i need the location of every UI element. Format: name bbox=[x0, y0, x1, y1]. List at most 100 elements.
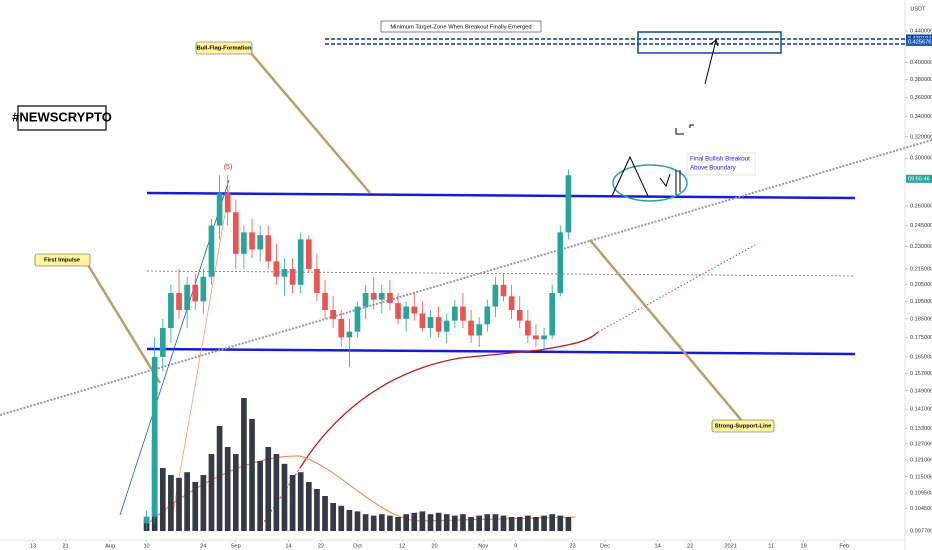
y-tick-label: 0.121000 bbox=[910, 457, 932, 463]
volume-bar bbox=[387, 515, 393, 531]
y-tick-label: 0.195000 bbox=[910, 299, 932, 305]
volume-bar bbox=[525, 515, 531, 531]
x-tick-label: 14 bbox=[285, 543, 291, 549]
x-tick-label: Sep bbox=[231, 543, 241, 549]
volume-bar bbox=[549, 514, 556, 531]
candle-body bbox=[297, 239, 304, 285]
candle-body bbox=[168, 292, 174, 328]
candle-body bbox=[557, 232, 564, 293]
y-tick-label: 0.175000 bbox=[910, 335, 932, 341]
x-tick-label: 24 bbox=[200, 543, 206, 549]
candle-body bbox=[249, 232, 255, 250]
volume-bar bbox=[281, 463, 288, 531]
candle-body bbox=[378, 292, 385, 300]
volume-bar bbox=[184, 472, 190, 531]
candle-body bbox=[289, 268, 296, 285]
price-tag-label: 0.425676 bbox=[908, 39, 931, 45]
x-tick-label: 22 bbox=[318, 543, 324, 549]
y-tick-label: 0.115000 bbox=[910, 474, 932, 480]
x-tick-label: Dec bbox=[600, 543, 610, 549]
y-tick-label: 0.400000 bbox=[910, 60, 932, 66]
y-tick-label: 0.109500 bbox=[910, 491, 932, 497]
y-tick-label: 0.185000 bbox=[910, 316, 932, 322]
volume-bar bbox=[468, 517, 474, 531]
x-tick-label: Feb bbox=[839, 543, 849, 549]
candle-body bbox=[143, 516, 150, 524]
y-tick-label: 0.104500 bbox=[910, 506, 932, 512]
x-tick-label: 22 bbox=[687, 543, 693, 549]
wave-label: (5) bbox=[224, 164, 233, 171]
x-tick-label: Oct bbox=[353, 543, 362, 549]
price-tag bbox=[906, 37, 932, 46]
x-tick-label: 2021 bbox=[724, 543, 736, 549]
candle-body bbox=[565, 175, 572, 233]
price-tag bbox=[906, 174, 932, 183]
candle-body bbox=[427, 317, 434, 328]
volume-bar bbox=[492, 514, 499, 531]
candle-body bbox=[176, 292, 182, 311]
candle-body bbox=[443, 320, 450, 332]
volume-bar bbox=[322, 496, 328, 531]
volume-bar bbox=[484, 514, 491, 531]
candle-body bbox=[387, 292, 393, 304]
candle-body bbox=[508, 296, 515, 311]
volume-bar bbox=[176, 477, 182, 531]
candle-body bbox=[549, 292, 556, 336]
y-tick-label: 0.215000 bbox=[910, 266, 932, 272]
volume-bar bbox=[354, 511, 361, 531]
candle-body bbox=[419, 313, 426, 328]
candle-body bbox=[241, 232, 247, 254]
currency: USDT bbox=[910, 6, 926, 12]
x-tick-label: 19 bbox=[801, 543, 807, 549]
y-tick-label: 0.320000 bbox=[910, 134, 932, 140]
y-tick-label: 0.300000 bbox=[910, 156, 932, 162]
candle-body bbox=[395, 303, 401, 319]
candle-body bbox=[476, 324, 483, 336]
candle-body bbox=[281, 268, 288, 277]
volume-bar bbox=[159, 468, 166, 531]
volume-bar bbox=[403, 514, 409, 531]
volume-bar bbox=[241, 398, 247, 531]
volume-bar bbox=[435, 512, 442, 531]
candle-body bbox=[273, 261, 280, 277]
volume-bar bbox=[168, 475, 174, 531]
y-tick-label: 0.230000 bbox=[910, 244, 932, 250]
breakout-label: Above Boundary bbox=[690, 165, 737, 172]
y-tick-label: 0.157000 bbox=[910, 371, 932, 377]
volume-bar bbox=[289, 475, 296, 531]
volume-bar bbox=[216, 426, 223, 531]
volume-bar bbox=[265, 447, 272, 531]
candle-body bbox=[533, 335, 539, 340]
x-tick-label: 20 bbox=[431, 543, 437, 549]
x-tick-label: 21 bbox=[62, 543, 68, 549]
candle-body bbox=[257, 235, 263, 250]
candle-body bbox=[468, 320, 474, 336]
volume-bar bbox=[476, 515, 483, 531]
volume-bar bbox=[305, 482, 312, 531]
impulse-label: First Impulse bbox=[44, 258, 81, 264]
y-tick-label: 0.440000 bbox=[910, 28, 932, 34]
target-label: Minimum Target-Zone When Breakout Finall… bbox=[390, 25, 531, 31]
candle-body bbox=[314, 268, 320, 293]
volume-bar bbox=[200, 475, 207, 531]
candle-body bbox=[208, 225, 215, 277]
volume-bar bbox=[346, 510, 353, 531]
y-tick-label: 0.133000 bbox=[910, 426, 932, 432]
volume-bar bbox=[427, 514, 434, 531]
y-tick-label: 0.340000 bbox=[910, 114, 932, 120]
y-tick-label: 0.245000 bbox=[910, 223, 932, 229]
y-tick-label: 0.165000 bbox=[910, 354, 932, 360]
candle-body bbox=[200, 276, 207, 302]
volume-bar bbox=[411, 512, 418, 531]
volume-bar bbox=[338, 505, 345, 531]
candle-body bbox=[232, 212, 239, 254]
candle-body bbox=[224, 193, 231, 213]
candle-body bbox=[346, 331, 353, 338]
x-tick-label: 14 bbox=[655, 543, 661, 549]
y-tick-label: 0.205000 bbox=[910, 282, 932, 288]
x-tick-label: 12 bbox=[399, 543, 405, 549]
support-label: Strong-Support-Line bbox=[715, 424, 772, 430]
volume-bar bbox=[249, 419, 255, 531]
volume-bar bbox=[533, 517, 539, 531]
